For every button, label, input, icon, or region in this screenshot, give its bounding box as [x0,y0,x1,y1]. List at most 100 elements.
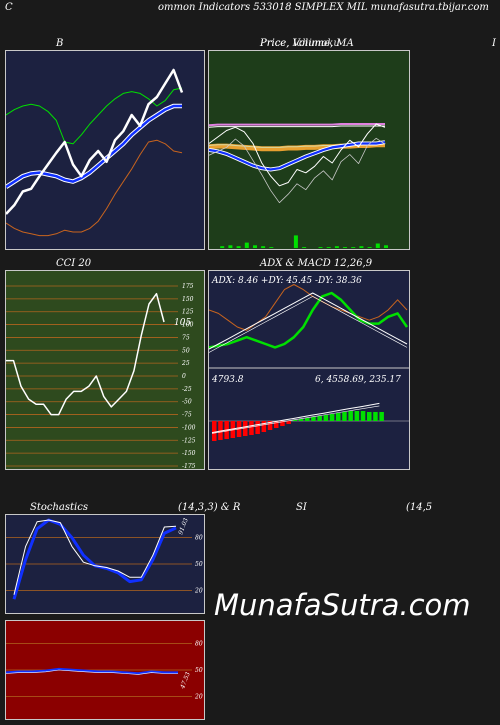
rsi-title-si: SI [296,502,307,513]
volume-bar [236,246,241,248]
adx-minus-di [209,284,408,331]
stoch-title-params: (14,3,3) & R [178,502,241,513]
macd-histogram-bar [280,421,285,426]
cci-tick-label: 100 [182,322,194,329]
rsi-tick-label: 50 [195,667,203,674]
rsi-line [6,667,178,675]
stoch-title: Stochastics [30,502,88,513]
macd-histogram-bar [274,421,279,428]
rsi-title-params: (14,5 [406,502,433,513]
macd-histogram-bar [286,421,291,424]
bb-lower-band [6,139,183,237]
cci-tick-label: -25 [182,386,192,393]
rsi-line-2 [6,669,178,675]
volume-bar [326,247,331,248]
bb-panel [5,50,205,250]
volume-bar [384,245,388,248]
cci-tick-label: -50 [182,399,192,406]
macd-histogram-bar [255,421,260,434]
macd-histogram-bar [218,421,223,440]
cci-tick-label: -75 [182,412,192,419]
bb-chart [6,68,184,237]
macd-histogram-bar [336,413,341,421]
adx-chart: ADX: 8.46 +DY: 45.45 -DY: 38.36 4793.8 6, … [209,276,409,441]
macd-histogram-bar [379,412,384,421]
macd-histogram-bar [298,419,304,421]
volume-bar [359,246,364,248]
cci-tick-label: 175 [182,283,194,290]
rsi-panel: 80 50 20 47.53 [5,620,205,720]
bb-close-line [6,68,184,215]
macd-line [211,402,380,434]
volume-bar [318,247,323,248]
macd-histogram-bar [311,417,316,421]
cci-tick-label: 150 [182,296,194,303]
price-line [209,123,386,187]
price-title-overlap: Price, Ichimoku [260,38,340,49]
volume-bar [375,243,380,248]
stoch-tick-label: 50 [195,561,203,568]
volume-bar [367,247,372,248]
macd-histogram-bar [342,412,347,421]
left-letter: C [5,2,13,13]
price-line-low [209,137,386,204]
macd-histogram-bar [267,421,273,430]
volume-bar [302,247,307,248]
price-panel [208,50,410,250]
cci-tick-label: -100 [182,424,196,431]
stoch-tick-label: 80 [195,535,203,542]
stoch-k-line [13,519,177,595]
cci-tick-label: -175 [182,463,196,469]
cci-tick-label: 125 [182,309,194,316]
bb-mid-band [6,104,182,189]
stoch-d-line [12,518,177,600]
macd-histogram-bar [367,412,372,421]
cci-chart: 175 150 125 100 75 50 25 0 -25 -50 -75 -100 -125 -150… [6,283,196,469]
volume-bar [351,247,356,248]
price-ma-long [209,123,385,127]
rsi-tick-label: 80 [195,641,203,648]
cci-line [6,292,165,416]
macd-left-label: 4793.8 [211,375,244,385]
macd-histogram-bar [261,421,267,432]
volume-bar [220,246,225,248]
cci-panel: 175 150 125 100 75 50 25 0 -25 -50 -75 -100 -125 -150… [5,270,205,470]
macd-histogram-bar [323,415,329,421]
macd-histogram-bar [348,411,353,421]
macd-histogram-bar [212,421,217,441]
price-title: Price, Volume, MA [260,38,354,49]
price-ma-short [209,141,386,171]
cci-title: CCI 20 [56,258,92,269]
volume-bar [269,247,274,248]
adx-info-label: ADX: 8.46 +DY: 45.45 -DY: 38.36 [211,276,362,286]
stoch-panel: 80 50 20 91.03 [5,514,205,614]
macd-histogram-bar [243,421,248,436]
volume-bar [261,246,266,248]
cci-tick-label: -150 [182,450,196,457]
page-title: ommon Indicators 533018 SIMPLEX MIL muna… [158,2,489,13]
volume-bar [228,245,233,248]
cci-tick-label: 0 [182,373,186,380]
rsi-value-label: 47.53 [179,671,192,691]
watermark: MunafaSutra.com [214,588,471,622]
stoch-value-label: 91.03 [177,517,190,536]
volume-bar [334,246,339,248]
cci-tick-label: -125 [182,437,196,444]
macd-right-label: 6, 4558.69, 235.17 [315,375,401,385]
adx-title: ADX & MACD 12,26,9 [260,258,373,269]
macd-histogram-bar [292,420,298,421]
adx-plus-di [209,291,409,349]
rsi-tick-label: 20 [194,693,203,700]
bb-mid-band-outline [6,103,182,189]
volume-bar [293,235,298,248]
adx-panel: ADX: 8.46 +DY: 45.45 -DY: 38.36 4793.8 6, … [208,270,410,470]
macd-histogram-bar [305,418,310,421]
volume-bar [253,245,257,248]
macd-histogram-bar [329,414,335,421]
bb-title: B [56,38,64,49]
cci-value-label: 105 [174,318,191,328]
adx-line [209,292,408,350]
macd-histogram-bar [249,421,254,435]
macd-histogram-bar [373,412,378,421]
